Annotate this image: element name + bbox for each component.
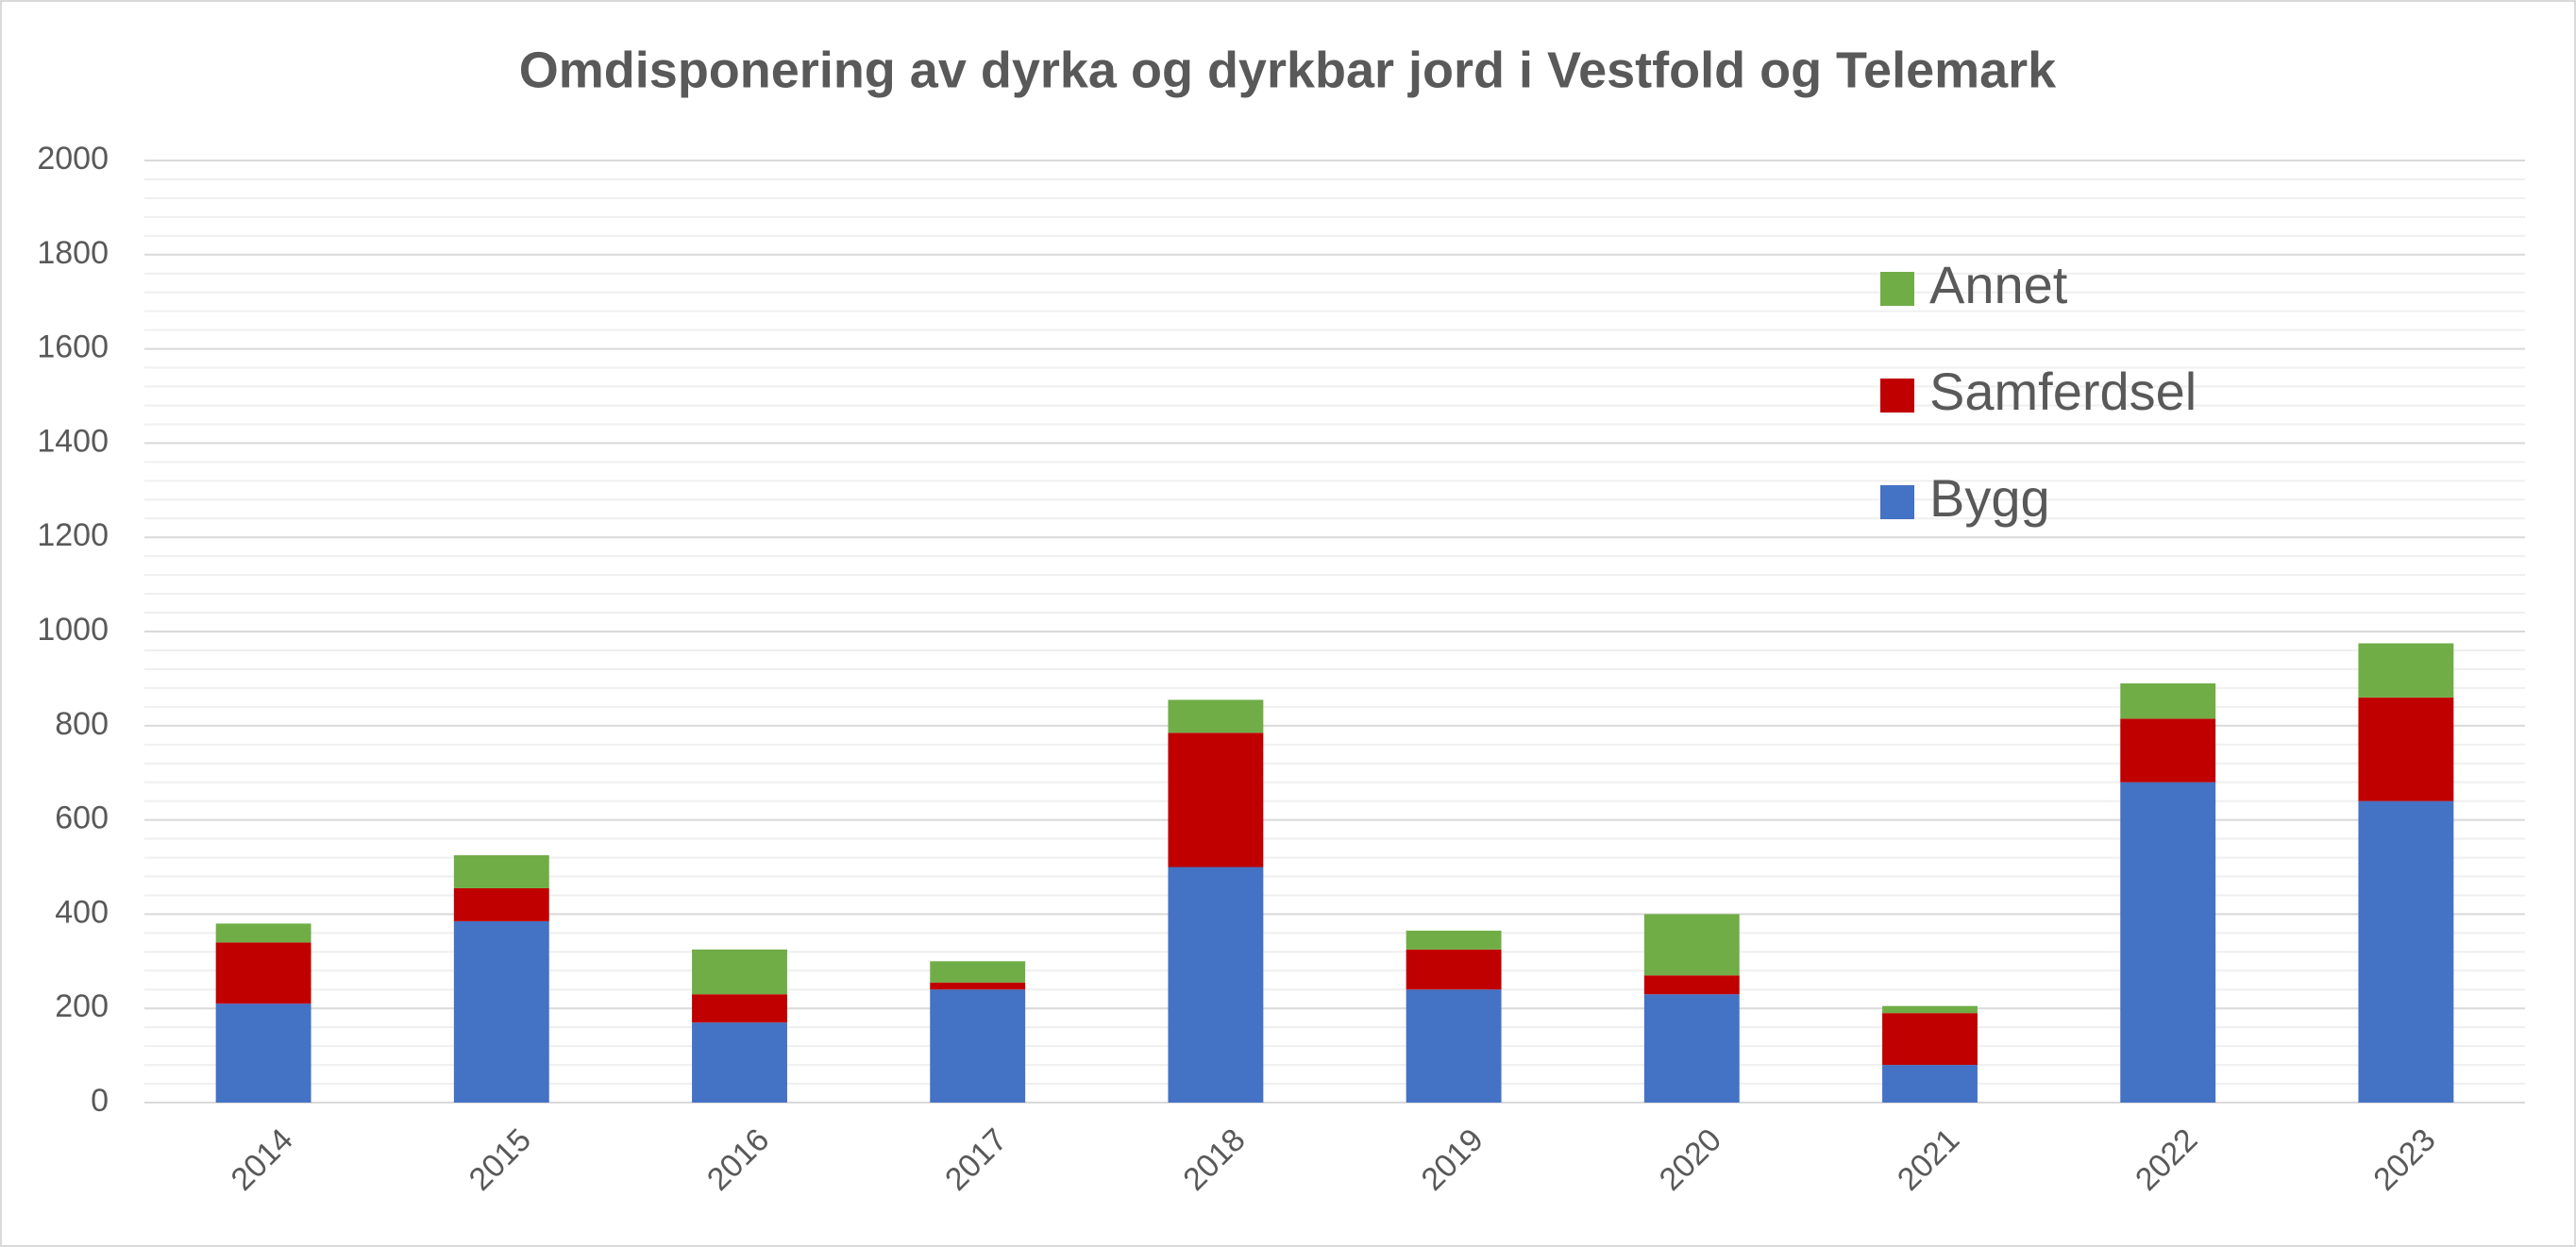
bar-segment	[1406, 930, 1502, 950]
bar-segment	[930, 961, 1026, 983]
bar-segment	[1643, 914, 1740, 976]
legend-swatch	[1880, 485, 1914, 519]
bar-segment	[930, 982, 1026, 990]
bar-segment	[1882, 1005, 1978, 1014]
bar-segment	[692, 949, 787, 995]
bar-segment	[2120, 682, 2216, 719]
bar-segment	[1882, 1065, 1978, 1103]
bar-segment	[1168, 733, 1264, 868]
bar-segment	[2120, 782, 2216, 1103]
bar-segment	[1406, 989, 1502, 1103]
bar-segment	[2358, 697, 2454, 801]
legend-label: Bygg	[1929, 468, 2050, 528]
bar-segment	[692, 994, 787, 1023]
bar-segment	[2358, 643, 2454, 698]
y-tick-label: 400	[55, 894, 109, 930]
bar-segment	[1406, 949, 1502, 990]
bar-segment	[1168, 699, 1264, 733]
bar-segment	[2120, 718, 2216, 783]
bar-segment	[1168, 867, 1264, 1103]
chart-title: Omdisponering av dyrka og dyrkbar jord i…	[519, 42, 2057, 98]
y-tick-label: 600	[55, 800, 109, 836]
y-tick-label: 0	[91, 1083, 109, 1119]
bar-segment	[453, 887, 549, 921]
bar-segment	[215, 942, 311, 1004]
bar-segment	[930, 989, 1026, 1103]
y-tick-label: 1800	[37, 235, 109, 271]
bar-segment	[2358, 800, 2454, 1103]
legend-label: Annet	[1929, 255, 2068, 314]
bar-segment	[1882, 1013, 1978, 1066]
y-tick-label: 1200	[37, 517, 109, 553]
y-tick-label: 2000	[37, 141, 109, 177]
bar-segment	[453, 855, 549, 888]
y-tick-label: 200	[55, 988, 109, 1024]
y-tick-label: 1000	[37, 612, 109, 648]
bar-segment	[215, 923, 311, 943]
y-tick-label: 800	[55, 706, 109, 742]
bar-segment	[215, 1003, 311, 1103]
legend-swatch	[1880, 379, 1914, 413]
legend-label: Samferdsel	[1929, 362, 2197, 421]
y-tick-label: 1600	[37, 329, 109, 365]
bar-segment	[453, 920, 549, 1103]
bar-segment	[1643, 975, 1740, 995]
legend-swatch	[1880, 272, 1914, 306]
y-tick-label: 1400	[37, 423, 109, 459]
bar-segment	[1643, 994, 1740, 1103]
bar-segment	[692, 1022, 787, 1103]
